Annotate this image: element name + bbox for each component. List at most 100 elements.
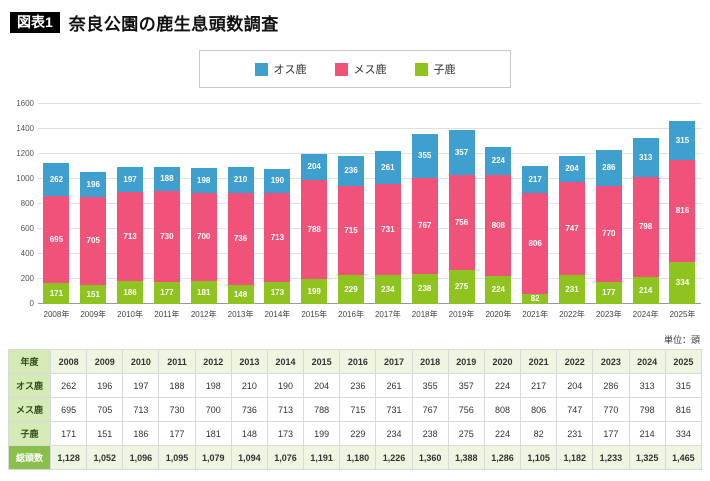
bar-value-label: 700 [197, 232, 211, 241]
table-header-cell: 2023 [592, 349, 630, 374]
legend-label: 子鹿 [433, 64, 456, 76]
table-cell: 190 [266, 373, 305, 398]
table-cell: 1,325 [628, 445, 666, 470]
bar-value-label: 357 [454, 147, 469, 157]
table-row: オス鹿 262 196 197 188 198 210 190 204 236 261 355 357 2… [8, 373, 703, 398]
table-cell: 705 [86, 397, 124, 422]
x-axis-label: 2011年 [154, 310, 180, 319]
table-header-cell: 2012 [194, 349, 232, 374]
bar-value-label: 197 [123, 174, 137, 184]
y-tick-label: 0 [29, 299, 34, 308]
bar-columns: 171 695 262 151 705 196 186 713 197 177 730 188 181 7… [38, 104, 701, 304]
table-cell: 286 [592, 373, 630, 398]
table-cell: 313 [628, 373, 666, 398]
table-header-cell: 2018 [411, 349, 449, 374]
bar-value-label: 705 [86, 236, 100, 245]
table-header-cell: 2008 [49, 349, 88, 374]
bar-value-label: 261 [381, 162, 395, 172]
bar-column: 214 798 313 [627, 138, 664, 304]
table-cell: 199 [303, 421, 341, 446]
legend-item: 子鹿 [414, 61, 456, 77]
row-label-cell: メス鹿 [8, 397, 51, 422]
table-cell: 1,191 [303, 445, 341, 470]
table-cell: 1,388 [447, 445, 485, 470]
bar-segment: 713 [117, 192, 144, 281]
x-axis-label: 2024年 [632, 310, 659, 319]
x-axis-label: 2025年 [669, 310, 696, 319]
bar-segment: 177 [595, 282, 622, 304]
table-cell: 204 [556, 373, 594, 398]
y-tick-label: 200 [20, 274, 34, 283]
bar-column: 229 715 236 [333, 156, 370, 304]
table-cell: 204 [303, 373, 341, 398]
bar-value-label: 188 [160, 174, 174, 183]
bar-column: 151 705 196 [75, 172, 112, 304]
table-cell: 767 [411, 397, 449, 422]
bar-segment: 190 [264, 169, 291, 193]
table-header-cell: 2010 [122, 349, 160, 374]
table-cell: 224 [483, 421, 522, 446]
table-header-cell: 2016 [339, 349, 377, 374]
bar-value-label: 177 [602, 288, 616, 297]
table-cell: 1,226 [375, 445, 413, 470]
table-cell: 731 [375, 397, 413, 422]
bar-value-label: 190 [270, 176, 285, 185]
bar-value-label: 177 [160, 288, 174, 297]
x-axis-label: 2014年 [264, 310, 291, 319]
table-cell: 262 [49, 373, 88, 398]
bar-value-label: 275 [454, 282, 469, 291]
legend: オス鹿 メス鹿 子鹿 [199, 50, 511, 88]
bar-segment: 224 [485, 276, 512, 304]
bar-value-label: 355 [418, 151, 432, 160]
table-cell: 231 [556, 421, 594, 446]
gridline [38, 103, 701, 104]
y-tick-label: 600 [20, 224, 34, 233]
bar-value-label: 730 [160, 231, 174, 241]
table-cell: 695 [49, 397, 88, 422]
bar-column: 82 806 217 [517, 166, 554, 304]
table-cell: 198 [194, 373, 232, 398]
table-cell: 238 [411, 421, 449, 446]
bar-segment: 736 [227, 193, 254, 285]
bar-value-label: 198 [197, 175, 211, 185]
table-cell: 196 [86, 373, 124, 398]
bar-value-label: 199 [307, 286, 321, 296]
x-axis: 2008年 2009年 2010年 2011年 2012年 2013年 2014年 2015年… [38, 305, 701, 320]
bar-value-label: 231 [565, 284, 579, 294]
bar-segment: 217 [522, 166, 549, 193]
table-cell: 788 [303, 397, 341, 422]
x-axis-label: 2013年 [227, 310, 254, 319]
bar-segment: 214 [632, 277, 659, 304]
table-row: メス鹿 695 705 713 730 700 736 713 788 715 731 767 756 8… [8, 397, 703, 422]
table-header-cell: 2024 [628, 349, 666, 374]
bar-value-label: 224 [491, 285, 506, 294]
bar-segment: 756 [448, 175, 475, 270]
bar-segment: 231 [559, 275, 585, 304]
table-cell: 747 [556, 397, 594, 422]
table-cell: 1,052 [86, 445, 124, 470]
bar-column: 238 767 355 [406, 134, 443, 304]
data-table: 年度 2008 2009 2010 2011 2012 2013 2014 2015 2016 20… [8, 349, 703, 470]
bar-value-label: 286 [602, 163, 616, 172]
bar-segment: 798 [632, 177, 659, 277]
table-cell: 808 [483, 397, 522, 422]
bar-segment: 770 [595, 186, 622, 282]
table-cell: 1,182 [556, 445, 594, 470]
table-cell: 151 [86, 421, 124, 446]
bar-value-label: 173 [270, 288, 285, 297]
bar-segment: 236 [338, 156, 365, 186]
x-axis-label: 2012年 [190, 310, 217, 319]
bar-segment: 713 [264, 193, 291, 282]
table-cell: 334 [664, 421, 703, 446]
gridline [38, 228, 701, 229]
bar-value-label: 234 [381, 284, 395, 294]
table-cell: 148 [230, 421, 268, 446]
table-cell: 214 [628, 421, 666, 446]
bar-segment: 188 [153, 167, 180, 191]
bar-segment: 204 [301, 154, 328, 180]
bar-value-label: 236 [344, 166, 358, 175]
x-axis-label: 2016年 [338, 310, 364, 319]
table-cell: 188 [158, 373, 196, 398]
bar-segment: 767 [411, 178, 438, 274]
row-label-cell: オス鹿 [8, 373, 51, 398]
